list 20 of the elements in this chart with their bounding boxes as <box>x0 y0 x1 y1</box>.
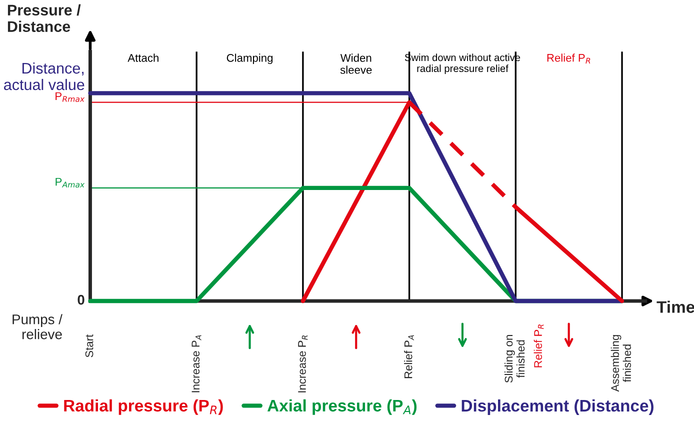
x-tick-label: Assembling finished <box>610 335 631 392</box>
ref-line-label: P$_{Rmax}$ <box>56 92 85 102</box>
y-axis-title: Pressure / Distance <box>8 4 81 32</box>
text: 0 <box>78 294 84 305</box>
x-tick-label: Sliding on finished <box>504 335 525 383</box>
text: Attach <box>128 54 158 62</box>
text: Pumps / relieve <box>12 314 62 340</box>
legend-label: Axial pressure (P$_{A}$) <box>267 399 417 415</box>
text: Widen sleeve <box>340 54 372 74</box>
legend-label: Radial pressure (P$_{R}$) <box>64 399 223 415</box>
text: Relief P$_{R}$ <box>534 324 544 368</box>
text: Relief P$_{R}$ <box>547 54 590 64</box>
x-tick-label: Increase P$_{A}$ <box>192 335 202 392</box>
x-tick-label: Relief P$_{A}$ <box>404 335 414 378</box>
ref-line-label: P$_{Amax}$ <box>56 178 85 188</box>
x-tick-label: Start <box>85 334 94 358</box>
text: Distance, actual value <box>4 62 84 90</box>
text: Clamping <box>226 54 273 64</box>
legend-label: Displacement (Distance) <box>462 399 654 415</box>
x-tick-label: Increase P$_{R}$ <box>298 335 308 392</box>
